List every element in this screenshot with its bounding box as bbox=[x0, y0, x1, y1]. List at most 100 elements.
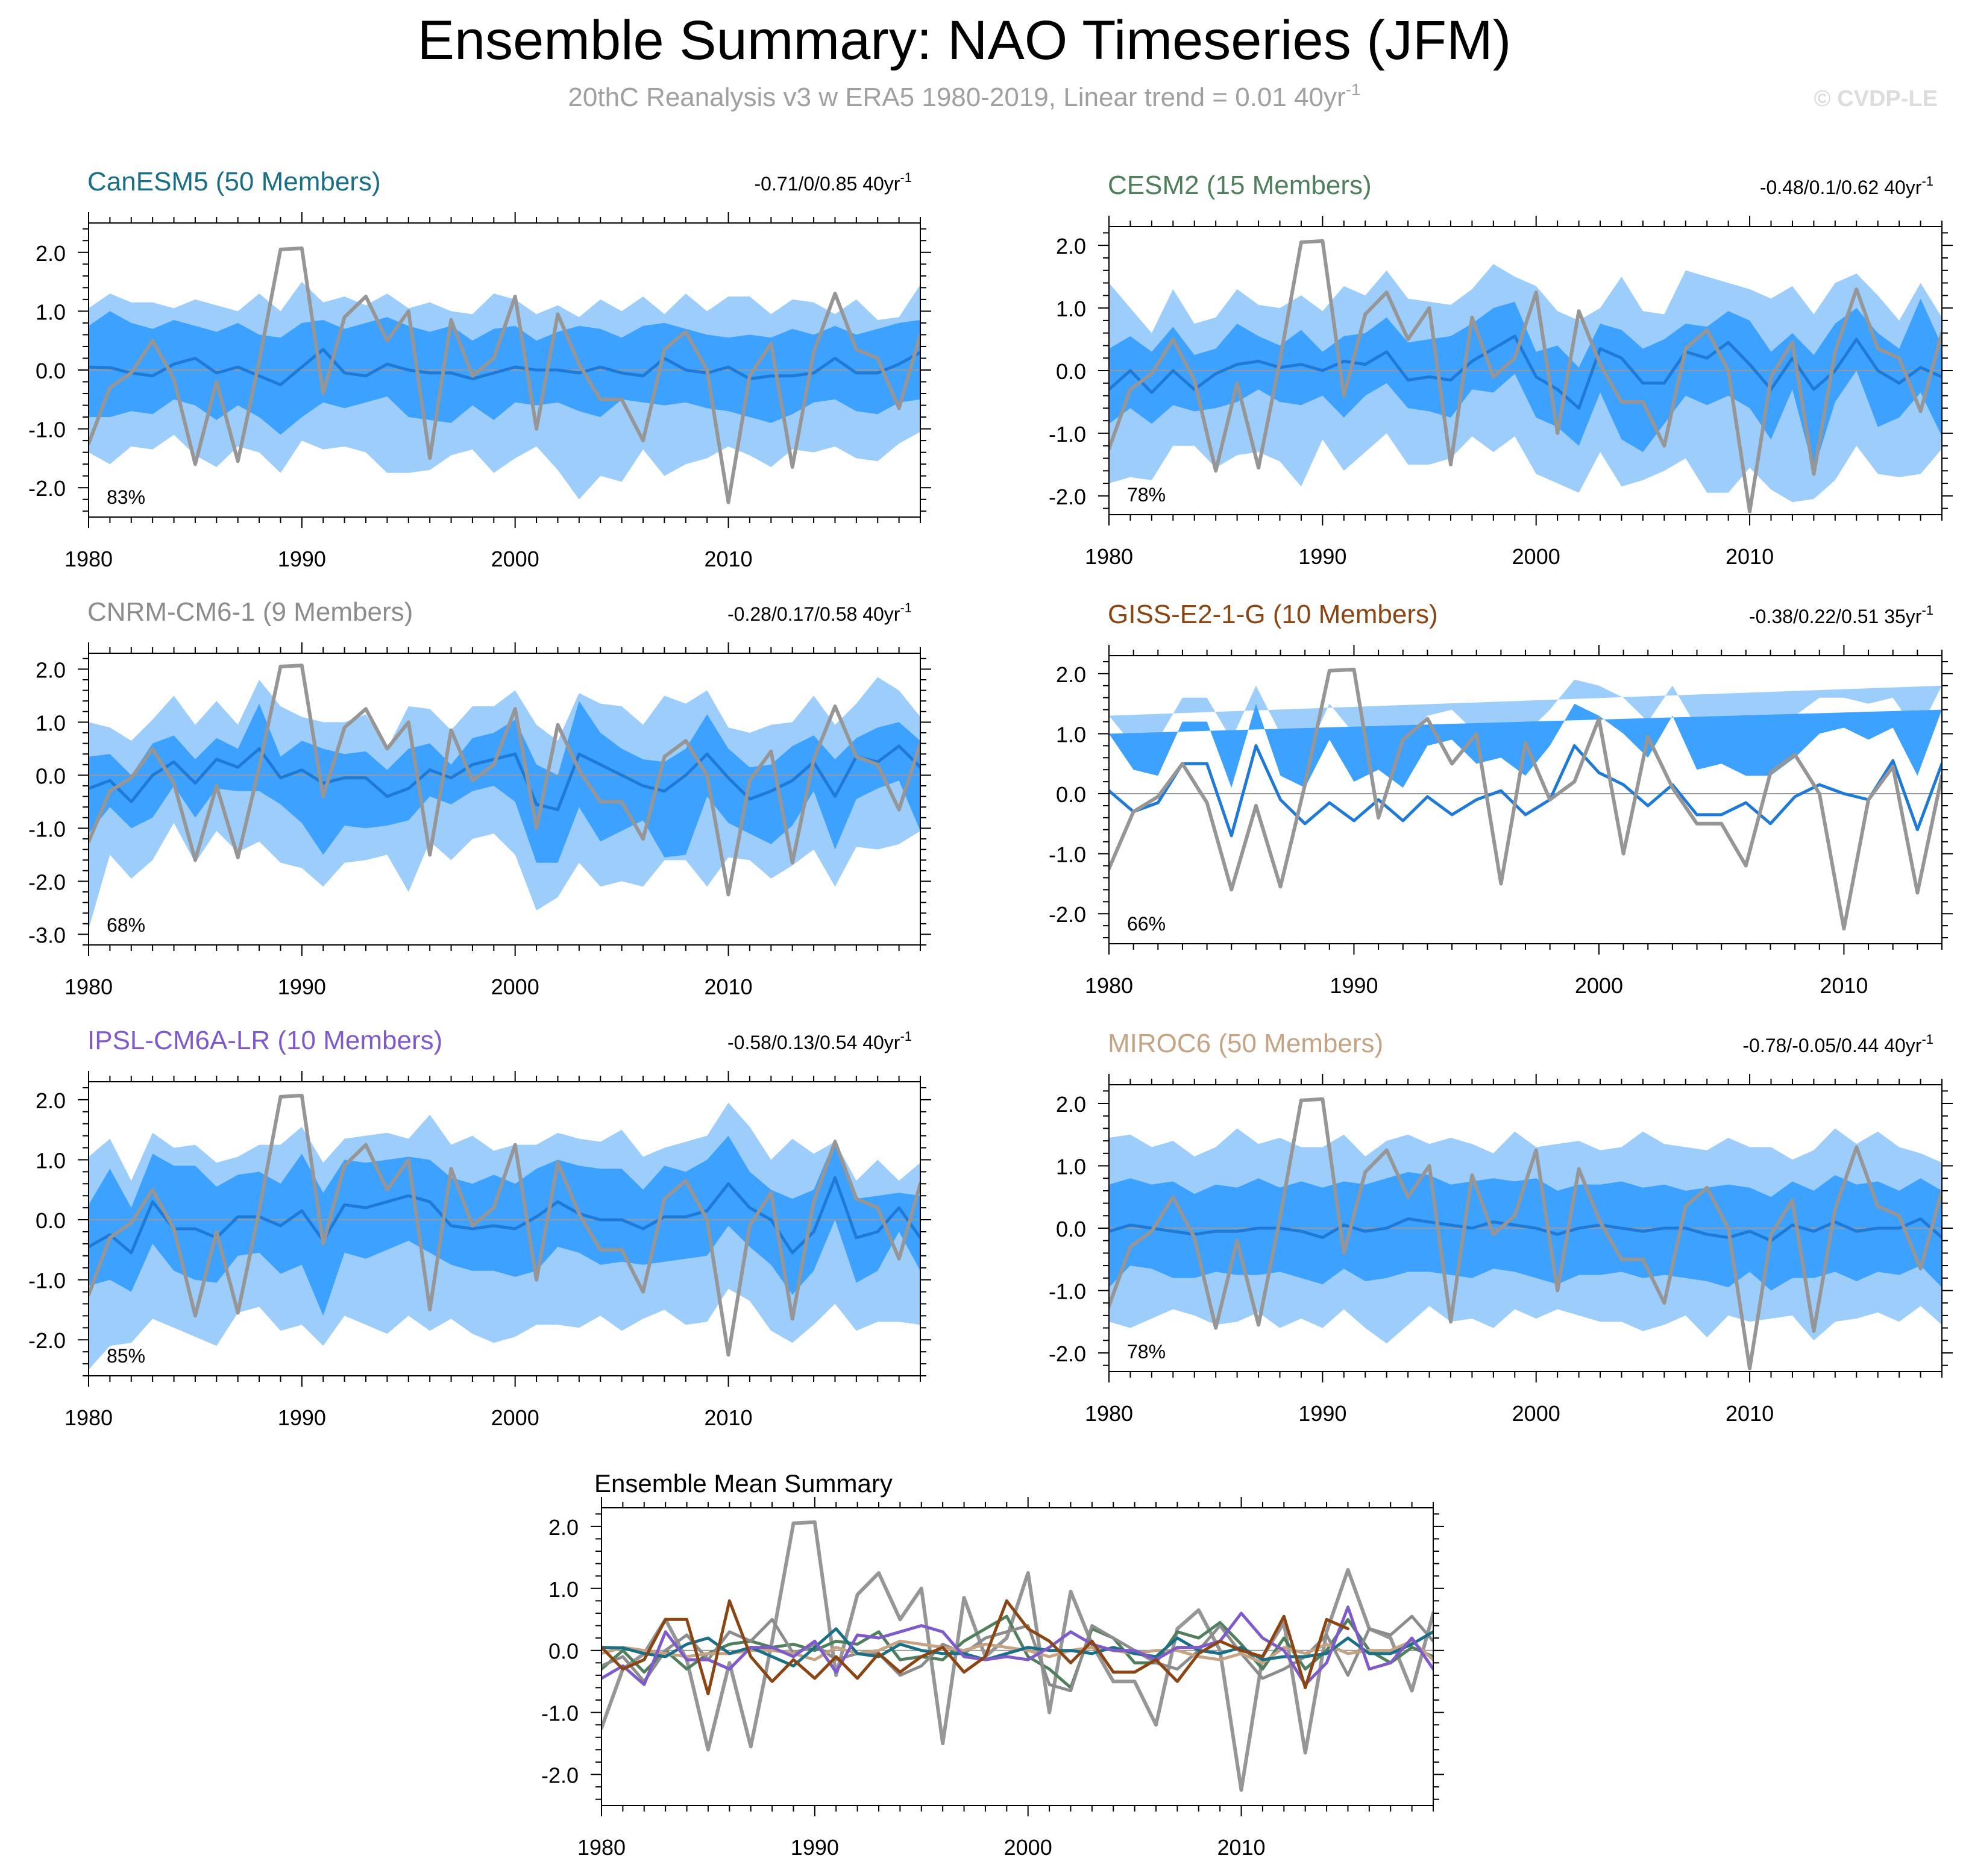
y-tick-label: -2.0 bbox=[1049, 1341, 1086, 1366]
observed-nao-line bbox=[1109, 239, 1942, 513]
panel-stats: -0.28/0.17/0.58 40yr-1 bbox=[727, 600, 912, 625]
ensemble-mean-line bbox=[89, 1176, 920, 1255]
panel-cesm2: -2.0 -1.0 0.0 1.0 2.0 1980 1990 2000 2010 CESM2 (… bbox=[1049, 171, 1953, 569]
ensemble-mean-line bbox=[1109, 744, 1942, 838]
plot-frame bbox=[88, 1081, 921, 1376]
panel-stats-superscript: -1 bbox=[1921, 1032, 1933, 1047]
main-title: Ensemble Summary: NAO Timeseries (JFM) bbox=[418, 10, 1512, 71]
panel-stats: -0.58/0.13/0.54 40yr-1 bbox=[727, 1029, 912, 1053]
x-tick-label: 1990 bbox=[1298, 1401, 1346, 1426]
x-tick-label: 1990 bbox=[278, 974, 326, 999]
percent-label: 85% bbox=[107, 1345, 145, 1367]
subtitle-text: 20thC Reanalysis v3 w ERA5 1980-2019, Li… bbox=[568, 83, 1345, 112]
y-tick-label: 1.0 bbox=[1056, 296, 1086, 321]
panel-ipsl-cm6a-lr: -2.0 -1.0 0.0 1.0 2.0 1980 1990 2000 2010 IPSL-CM… bbox=[28, 1026, 931, 1430]
x-tick-label: 2010 bbox=[1726, 1401, 1774, 1426]
x-tick-label: 1980 bbox=[64, 974, 113, 999]
ensemble-mean-line-giss-e2-1-g bbox=[601, 1599, 1349, 1696]
y-tick-label: -2.0 bbox=[1049, 485, 1086, 509]
x-tick-label: 1980 bbox=[64, 547, 113, 571]
plot-area bbox=[1109, 1097, 1942, 1370]
ensemble-mean-line-cnrm-cm6-1 bbox=[601, 1614, 1433, 1693]
observed-nao-line bbox=[89, 664, 920, 897]
y-tick-label: -1.0 bbox=[1049, 842, 1086, 867]
x-tick-label: 2010 bbox=[1820, 973, 1868, 998]
panel-giss-e2-1-g: -2.0 -1.0 0.0 1.0 2.0 1980 1990 2000 2010 GISS-E2… bbox=[1049, 600, 1953, 998]
y-tick-label: 2.0 bbox=[36, 1088, 66, 1113]
panel-title: CESM2 (15 Members) bbox=[1108, 171, 1372, 200]
plot-area bbox=[601, 1520, 1433, 1792]
percent-label: 78% bbox=[1127, 484, 1166, 506]
y-tick-label: -2.0 bbox=[541, 1763, 579, 1788]
plot-frame bbox=[88, 653, 921, 946]
panel-title: GISS-E2-1-G (10 Members) bbox=[1108, 600, 1438, 629]
x-tick-label: 1990 bbox=[278, 1405, 326, 1430]
panel-stats-superscript: -1 bbox=[1921, 603, 1933, 618]
x-tick-label: 2010 bbox=[704, 1405, 752, 1430]
y-tick-label: 0.0 bbox=[1056, 359, 1086, 384]
x-tick-label: 2000 bbox=[1575, 973, 1623, 998]
panel-title: CanESM5 (50 Members) bbox=[87, 167, 381, 196]
panel-stats-superscript: -1 bbox=[900, 1029, 912, 1044]
x-tick-label: 1990 bbox=[1330, 973, 1378, 998]
panel-title: CNRM-CM6-1 (9 Members) bbox=[87, 597, 413, 627]
y-tick-label: 2.0 bbox=[36, 657, 66, 682]
y-tick-label: 1.0 bbox=[36, 300, 66, 324]
x-tick-label: 2000 bbox=[491, 974, 539, 999]
y-tick-label: 1.0 bbox=[36, 1148, 66, 1173]
panel-stats-superscript: -1 bbox=[1921, 174, 1933, 189]
panel-title: IPSL-CM6A-LR (10 Members) bbox=[87, 1026, 442, 1055]
x-tick-label: 1980 bbox=[64, 1405, 113, 1430]
plot-frame bbox=[601, 1507, 1434, 1806]
y-tick-label: -3.0 bbox=[28, 923, 66, 947]
inner-spread-band bbox=[89, 701, 920, 863]
panel-stats: -0.78/-0.05/0.44 40yr-1 bbox=[1742, 1032, 1933, 1056]
x-tick-label: 1990 bbox=[1298, 544, 1346, 569]
panel-stats-text: -0.28/0.17/0.58 40yr bbox=[727, 603, 900, 625]
panel-stats-text: -0.58/0.13/0.54 40yr bbox=[727, 1032, 900, 1053]
x-tick-label: 2000 bbox=[1512, 1401, 1560, 1426]
x-tick-label: 1980 bbox=[1085, 973, 1133, 998]
y-tick-label: 2.0 bbox=[1056, 1092, 1086, 1117]
percent-label: 68% bbox=[107, 914, 145, 936]
y-tick-label: 1.0 bbox=[36, 711, 66, 735]
percent-label: 83% bbox=[107, 486, 145, 508]
observed-nao-line bbox=[89, 246, 920, 504]
y-tick-label: 0.0 bbox=[36, 764, 66, 788]
panel-canesm5: -2.0 -1.0 0.0 1.0 2.0 1980 1990 2000 2010 CanESM5… bbox=[28, 167, 931, 571]
observed-nao-line bbox=[601, 1520, 1433, 1792]
inner-spread-band bbox=[1109, 298, 1942, 471]
observed-nao-line bbox=[89, 1093, 920, 1357]
y-tick-label: -1.0 bbox=[541, 1701, 579, 1726]
ensemble-mean-line-ipsl-cm6a-lr bbox=[601, 1605, 1433, 1686]
observed-nao-line bbox=[1109, 1097, 1942, 1370]
y-tick-label: 2.0 bbox=[36, 241, 66, 266]
plot-area bbox=[89, 1093, 920, 1370]
observed-nao-line bbox=[1109, 667, 1942, 931]
watermark: © CVDP-LE bbox=[1814, 86, 1938, 111]
panel-miroc6: -2.0 -1.0 0.0 1.0 2.0 1980 1990 2000 2010 MIROC6 … bbox=[1049, 1029, 1953, 1426]
panel-title: MIROC6 (50 Members) bbox=[1108, 1029, 1383, 1058]
y-tick-label: 1.0 bbox=[1056, 722, 1086, 747]
ensemble-mean-line bbox=[1109, 334, 1942, 410]
panel-cnrm-cm6-1: -3.0 -2.0 -1.0 0.0 1.0 2.0 1980 1990 2000 2010 CNR… bbox=[28, 597, 931, 999]
panel-stats-text: -0.48/0.1/0.62 40yr bbox=[1760, 177, 1922, 198]
x-tick-label: 2000 bbox=[491, 1405, 539, 1430]
panel-stats: -0.38/0.22/0.51 35yr-1 bbox=[1749, 603, 1933, 627]
x-tick-label: 1980 bbox=[1085, 1401, 1133, 1426]
subtitle: 20thC Reanalysis v3 w ERA5 1980-2019, Li… bbox=[568, 80, 1360, 112]
y-tick-label: 1.0 bbox=[1056, 1155, 1086, 1179]
x-tick-label: 1990 bbox=[791, 1835, 839, 1860]
plot-area bbox=[1109, 667, 1942, 931]
y-tick-label: 0.0 bbox=[36, 1208, 66, 1233]
x-tick-label: 1980 bbox=[1085, 544, 1133, 569]
panel-stats-text: -0.38/0.22/0.51 35yr bbox=[1749, 606, 1922, 627]
panel-stats-superscript: -1 bbox=[900, 170, 912, 185]
panel-ensemble-mean-summary: -2.0 -1.0 0.0 1.0 2.0 1980 1990 2000 2010 Ensembl… bbox=[541, 1469, 1444, 1860]
x-tick-label: 1980 bbox=[577, 1835, 626, 1860]
outer-spread-band bbox=[1109, 679, 1942, 758]
x-tick-label: 2010 bbox=[1217, 1835, 1265, 1860]
y-tick-label: -1.0 bbox=[1049, 422, 1086, 447]
x-tick-label: 2010 bbox=[1726, 544, 1774, 569]
